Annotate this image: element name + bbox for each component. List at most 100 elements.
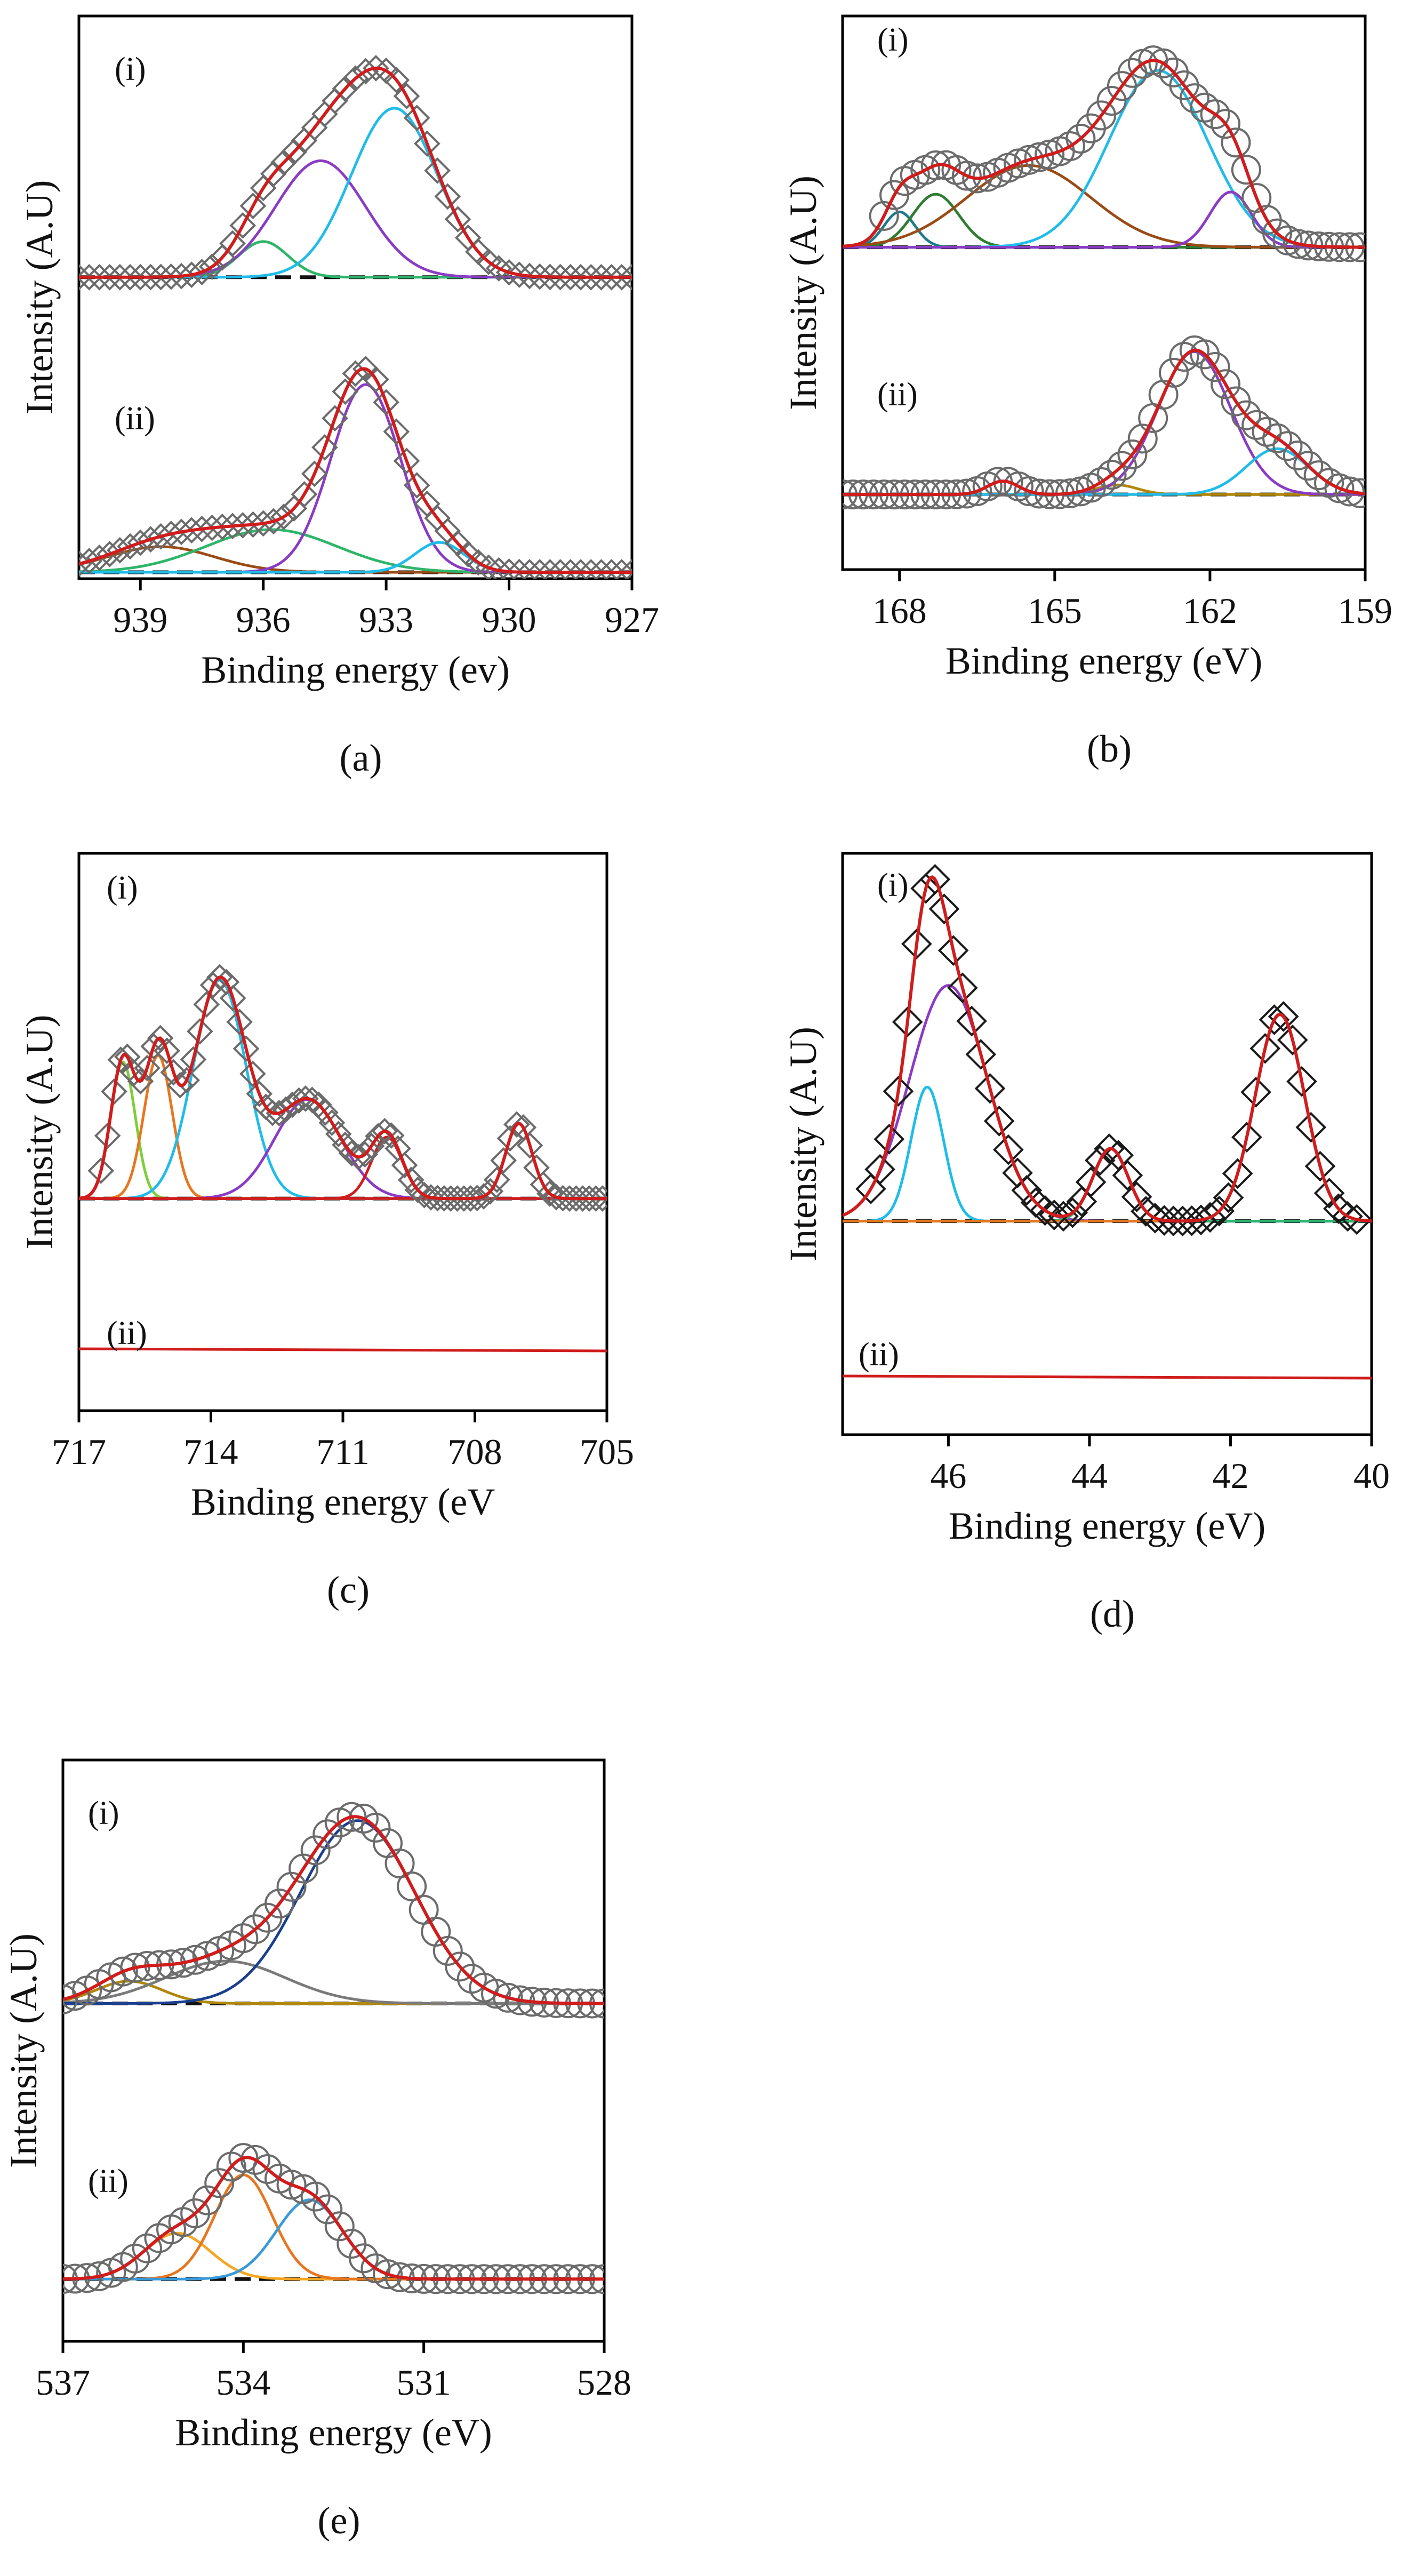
data-point bbox=[312, 1099, 339, 1126]
x-tick-label: 927 bbox=[605, 599, 659, 640]
data-point bbox=[1240, 1076, 1271, 1108]
trace-1 bbox=[63, 1802, 604, 2019]
trace-label: (i) bbox=[88, 1795, 119, 1831]
data-point bbox=[1249, 1033, 1281, 1064]
data-point bbox=[1179, 83, 1209, 114]
x-tick-label: 939 bbox=[113, 599, 167, 640]
data-point bbox=[117, 263, 143, 291]
data-point bbox=[1283, 229, 1313, 259]
data-point bbox=[951, 161, 982, 191]
data-point bbox=[526, 559, 553, 579]
data-point bbox=[956, 1005, 987, 1037]
data-point bbox=[79, 263, 103, 291]
data-point bbox=[993, 1134, 1024, 1165]
panel-a: 939 936 933 930 927 Binding energy (ev) Intens… bbox=[18, 14, 659, 779]
data-point bbox=[556, 1185, 583, 1212]
x-tick-label: 714 bbox=[184, 1431, 238, 1472]
data-point bbox=[1200, 352, 1230, 382]
component-peak bbox=[63, 2173, 604, 2281]
y-axis-label: Intensity (A.U) bbox=[18, 180, 61, 415]
trace-label: (ii) bbox=[877, 377, 918, 413]
x-axis-label: Binding energy (eV) bbox=[175, 2411, 492, 2454]
component-peak bbox=[79, 240, 632, 279]
data-point bbox=[505, 1985, 535, 2015]
data-point bbox=[1107, 451, 1137, 481]
panel-label: (b) bbox=[1087, 727, 1132, 770]
data-point bbox=[444, 206, 471, 233]
data-point bbox=[1295, 1111, 1327, 1143]
data-point bbox=[434, 183, 461, 210]
component-peak bbox=[79, 1135, 607, 1200]
data-point bbox=[403, 472, 430, 499]
data-point bbox=[1304, 1150, 1336, 1182]
data-point bbox=[384, 1848, 415, 1878]
data-point bbox=[1121, 1181, 1152, 1212]
data-point bbox=[198, 514, 226, 541]
x-tick-label: 936 bbox=[236, 599, 291, 640]
data-point bbox=[1262, 218, 1293, 249]
data-point bbox=[342, 65, 369, 92]
component-peak bbox=[63, 2231, 604, 2281]
data-point bbox=[1117, 439, 1148, 470]
data-point bbox=[974, 1073, 1006, 1104]
trace-label: (i) bbox=[107, 870, 138, 906]
data-point bbox=[437, 1185, 464, 1212]
data-point bbox=[276, 1871, 307, 1902]
data-point bbox=[270, 149, 297, 176]
data-point bbox=[192, 2185, 222, 2215]
data-point bbox=[168, 1948, 198, 1978]
data-point bbox=[178, 261, 205, 289]
data-point bbox=[526, 263, 553, 290]
data-point bbox=[1169, 341, 1199, 372]
data-point bbox=[276, 2170, 307, 2200]
data-point bbox=[397, 1871, 427, 1901]
trace-2 bbox=[79, 356, 632, 579]
data-point bbox=[358, 1132, 385, 1159]
plot-frame bbox=[61, 1758, 606, 2343]
data-point bbox=[281, 139, 308, 165]
data-point bbox=[901, 929, 932, 959]
y-axis-label: Intensity (A.U) bbox=[782, 1027, 824, 1261]
data-point bbox=[444, 1185, 471, 1212]
data-point bbox=[127, 263, 154, 291]
trace-label: (ii) bbox=[859, 1337, 899, 1373]
data-point bbox=[239, 193, 267, 219]
data-point bbox=[313, 1819, 343, 1850]
x-tick-label: 168 bbox=[872, 590, 927, 631]
data-point bbox=[530, 1171, 557, 1198]
data-point bbox=[246, 1081, 273, 1107]
data-point bbox=[1283, 440, 1313, 470]
data-point bbox=[360, 1812, 391, 1843]
trace-2 bbox=[843, 335, 1365, 510]
data-point bbox=[1130, 1196, 1161, 1227]
data-point bbox=[250, 510, 277, 537]
data-point bbox=[1200, 99, 1230, 130]
panel-label: (c) bbox=[327, 1569, 370, 1611]
x-tick-label: 705 bbox=[580, 1431, 634, 1472]
data-point bbox=[919, 863, 951, 895]
panel-c: 717 714 711 708 705 Binding energy (eV Intensi… bbox=[18, 852, 634, 1611]
data-point bbox=[96, 263, 123, 291]
data-point bbox=[1084, 1145, 1116, 1176]
data-point bbox=[332, 75, 359, 102]
fit-envelope bbox=[79, 975, 607, 1201]
trace-1 bbox=[843, 45, 1365, 262]
data-point bbox=[285, 1087, 313, 1114]
data-point bbox=[503, 1111, 530, 1138]
x-tick-label: 159 bbox=[1338, 590, 1392, 631]
data-point bbox=[86, 263, 113, 291]
x-tick-label: 933 bbox=[359, 599, 413, 640]
data-point bbox=[1211, 109, 1241, 139]
data-point bbox=[94, 1122, 121, 1149]
data-point bbox=[252, 2154, 283, 2184]
data-point bbox=[318, 1109, 346, 1136]
data-point bbox=[322, 405, 348, 432]
data-point bbox=[1112, 1159, 1143, 1191]
data-point bbox=[226, 1009, 253, 1035]
data-point bbox=[892, 1006, 923, 1038]
data-point bbox=[430, 1185, 458, 1212]
data-point bbox=[137, 263, 164, 291]
data-point bbox=[206, 964, 233, 991]
x-tick-label: 537 bbox=[36, 2362, 90, 2403]
panel-label: (a) bbox=[340, 737, 382, 779]
